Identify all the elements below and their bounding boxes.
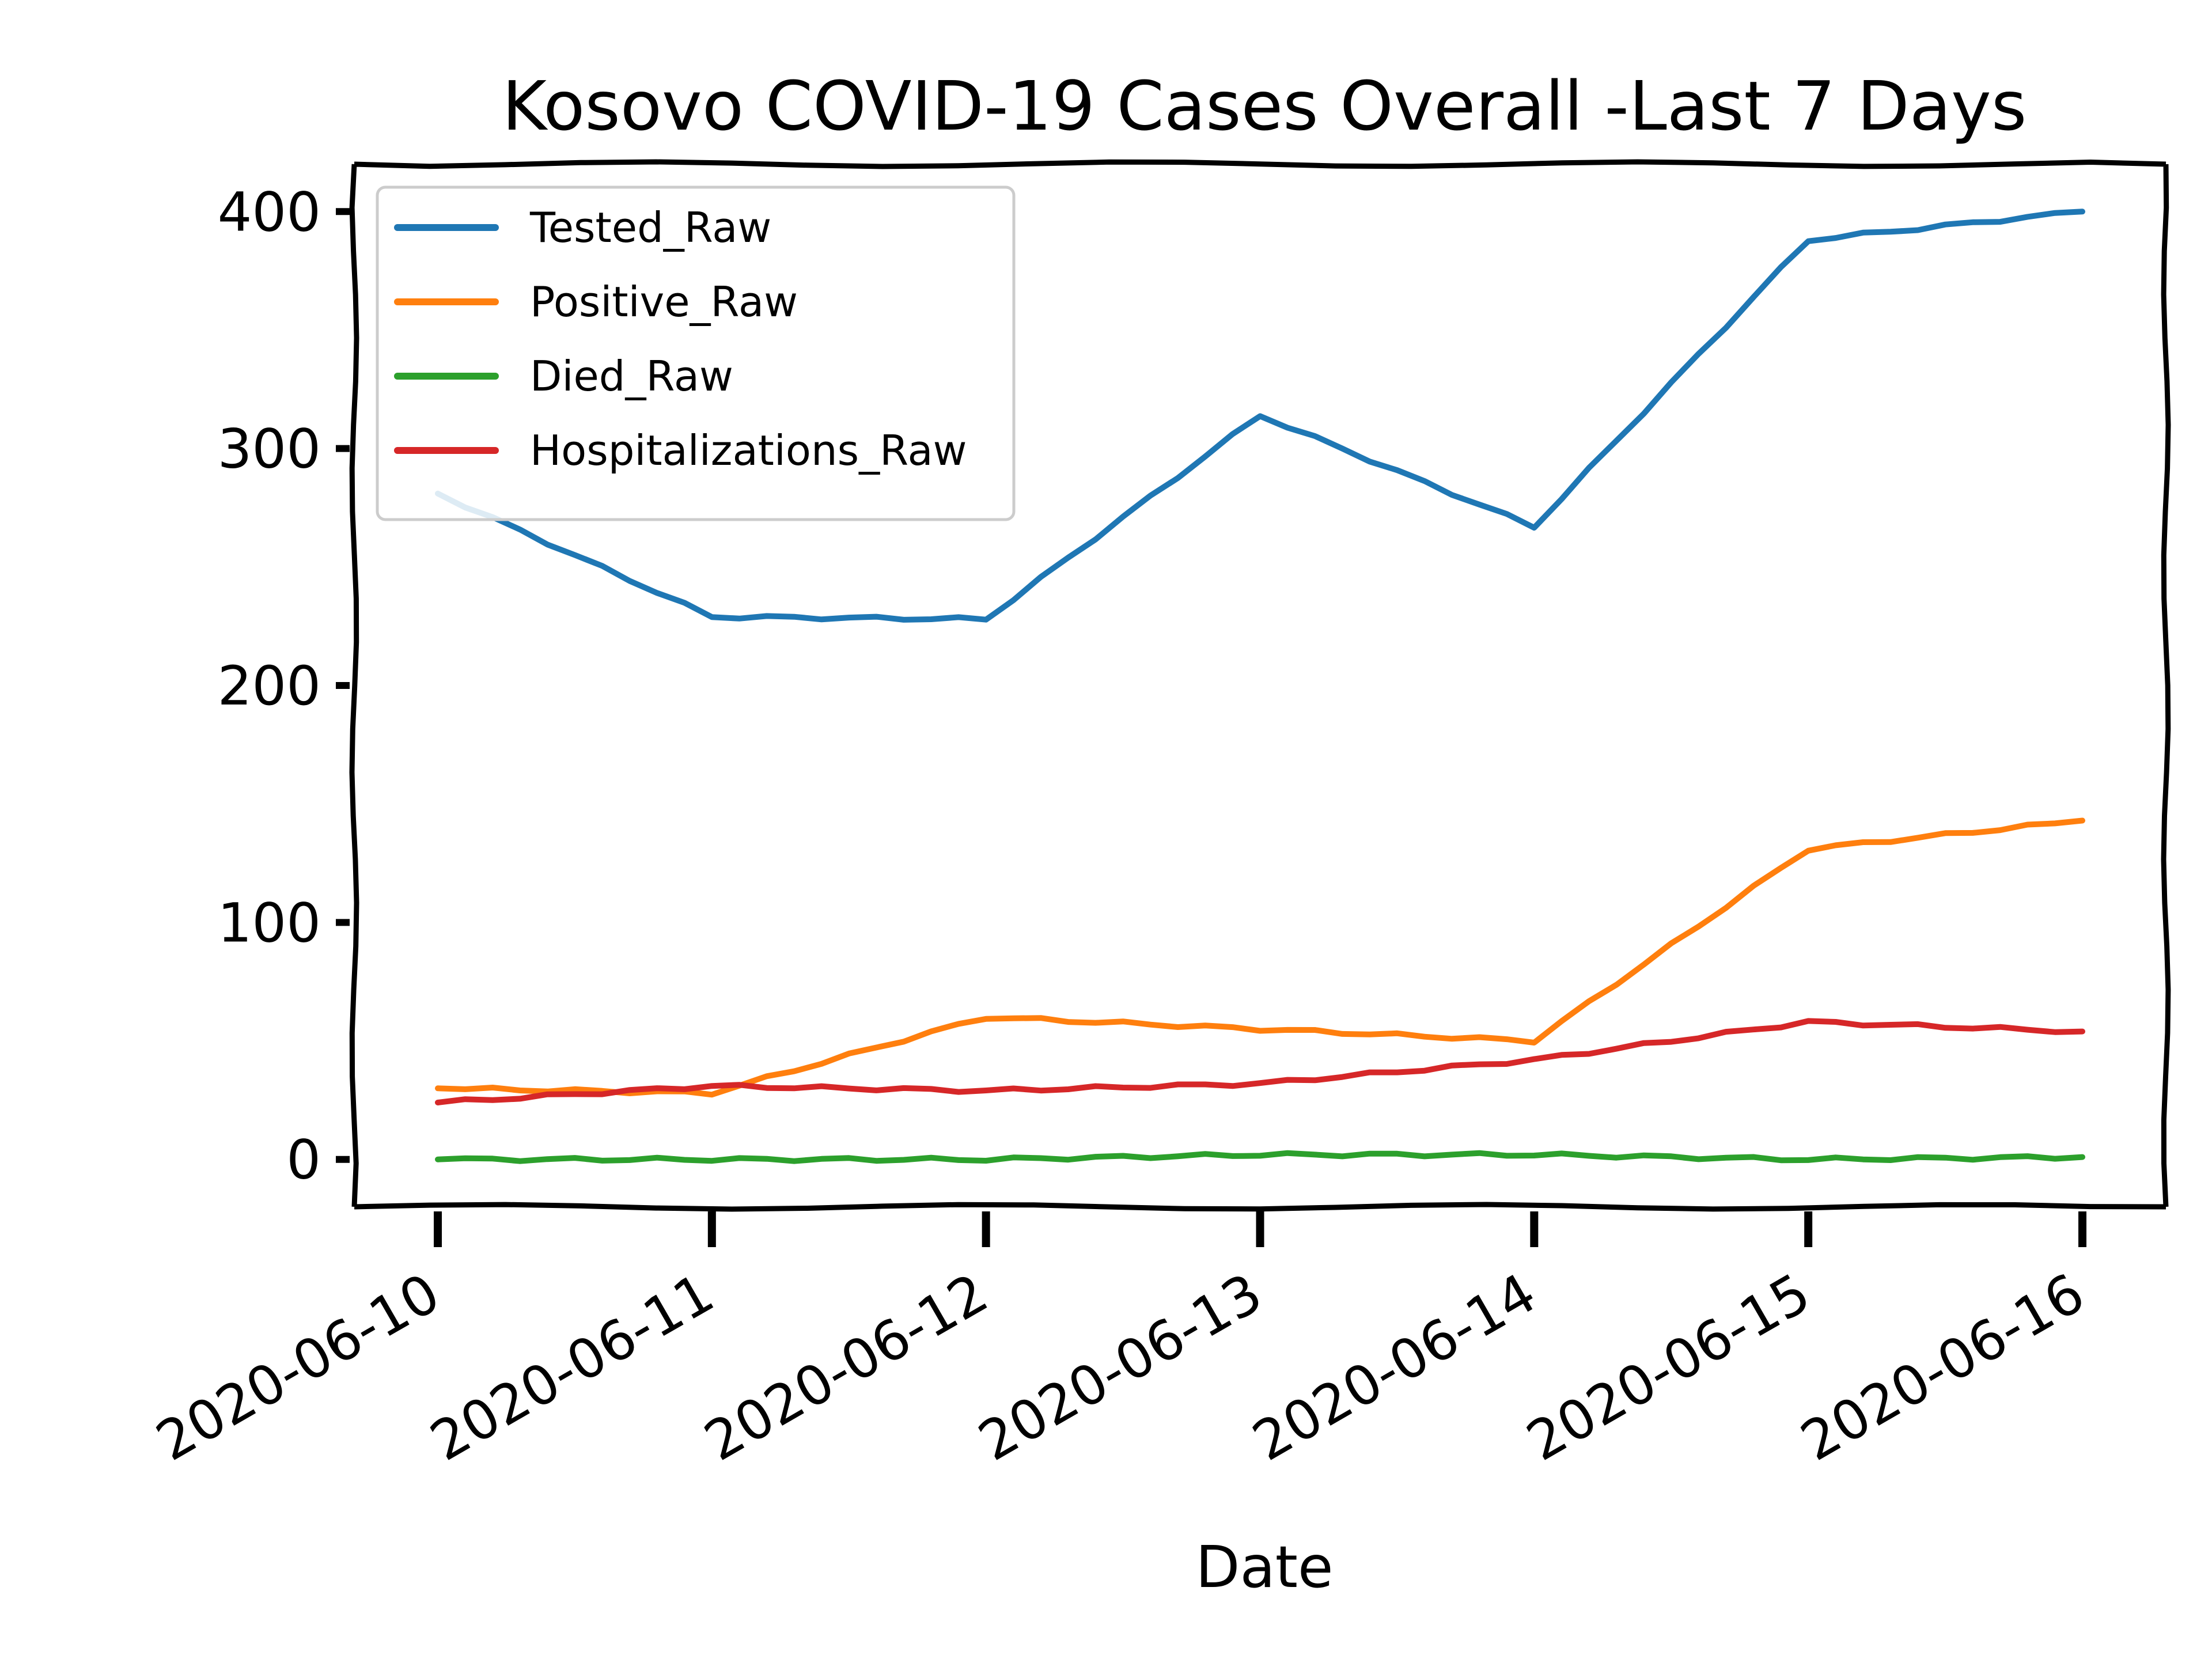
y-tick-label: 400 bbox=[218, 181, 321, 244]
legend-label: Tested_Raw bbox=[529, 203, 771, 252]
legend-label: Hospitalizations_Raw bbox=[530, 426, 967, 475]
y-tick-label: 0 bbox=[286, 1129, 321, 1192]
y-tick-label: 300 bbox=[218, 418, 321, 481]
chart-title: Kosovo COVID-19 Cases Overall -Last 7 Da… bbox=[502, 66, 2027, 146]
legend-label: Died_Raw bbox=[530, 352, 733, 400]
y-tick-label: 200 bbox=[218, 655, 321, 718]
legend-label: Positive_Raw bbox=[530, 278, 798, 326]
y-tick-label: 100 bbox=[218, 892, 321, 955]
legend: Tested_Raw Positive_Raw Died_Raw Hospitaliz… bbox=[377, 187, 1014, 520]
x-axis-label: Date bbox=[1195, 1533, 1333, 1601]
